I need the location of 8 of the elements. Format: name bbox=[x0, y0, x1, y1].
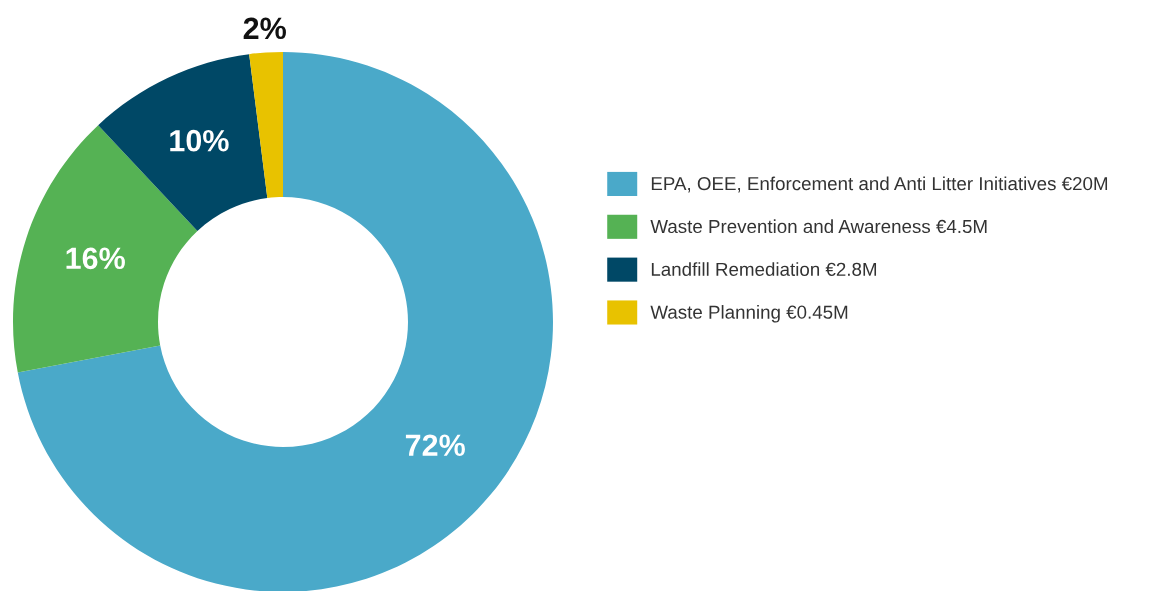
legend-label: EPA, OEE, Enforcement and Anti Litter Initiatives €20M bbox=[651, 176, 1108, 193]
data-label: 2% bbox=[243, 17, 286, 40]
legend-label: Landfill Remediation €2.8M bbox=[651, 262, 877, 276]
legend-label: Waste Planning €0.45M bbox=[650, 305, 848, 323]
legend-label: Waste Prevention and Awareness €4.5M bbox=[650, 219, 987, 234]
data-label: 10% bbox=[170, 129, 229, 152]
data-label: 72% bbox=[405, 434, 465, 457]
data-label: 16% bbox=[66, 247, 125, 270]
